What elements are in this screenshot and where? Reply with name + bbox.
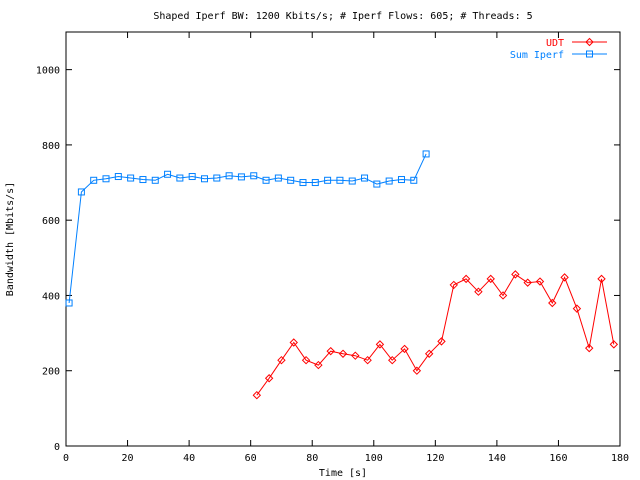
series-line-sum-iperf [68, 153, 427, 304]
y-tick-label: 200 [42, 367, 60, 378]
data-point-udt [523, 278, 532, 287]
data-point-udt [474, 287, 483, 296]
data-point-sum-iperf [422, 150, 430, 158]
data-point-udt [326, 346, 335, 356]
plot-area [65, 31, 621, 447]
data-point-sum-iperf [151, 176, 159, 184]
x-tick-label: 160 [549, 453, 567, 464]
data-point-udt [609, 340, 619, 349]
data-point-sum-iperf [311, 179, 319, 187]
data-point-udt [351, 351, 360, 360]
data-point-sum-iperf [77, 188, 85, 196]
data-point-sum-iperf [102, 175, 110, 183]
x-tick-label: 180 [611, 453, 629, 464]
x-tick-label: 20 [122, 453, 134, 464]
y-tick-label: 1000 [36, 66, 60, 77]
data-point-sum-iperf [164, 170, 172, 178]
data-point-udt [548, 298, 557, 308]
data-point-udt [486, 274, 495, 284]
data-point-sum-iperf [250, 172, 258, 180]
x-tick-label: 80 [306, 453, 318, 464]
data-point-sum-iperf [237, 173, 245, 181]
data-point-udt [585, 343, 594, 353]
data-point-udt [412, 366, 422, 375]
y-tick-label: 800 [42, 141, 60, 152]
legend-label-udt: UDT [546, 38, 564, 49]
data-point-sum-iperf [65, 299, 73, 307]
data-point-udt [560, 273, 569, 282]
legend-marker-sum-iperf [586, 50, 593, 58]
y-tick-label: 0 [54, 442, 60, 453]
x-tick-label: 120 [426, 453, 444, 464]
x-tick-label: 40 [183, 453, 195, 464]
y-tick-label: 400 [42, 291, 60, 302]
data-point-sum-iperf [201, 175, 208, 183]
data-point-sum-iperf [410, 176, 418, 184]
data-point-udt [424, 349, 434, 358]
x-tick-label: 60 [245, 453, 257, 464]
data-point-sum-iperf [274, 174, 282, 182]
data-point-sum-iperf [176, 174, 184, 182]
data-point-sum-iperf [90, 176, 98, 184]
data-point-sum-iperf [213, 174, 221, 182]
series-sum-iperf [65, 150, 430, 307]
y-axis-label: Bandwidth [Mbits/s] [5, 182, 16, 296]
x-axis-label: Time [s] [319, 468, 367, 479]
data-point-udt [400, 344, 409, 354]
data-point-sum-iperf [373, 180, 381, 188]
data-point-udt [375, 340, 385, 349]
data-point-udt [363, 355, 372, 365]
data-point-sum-iperf [385, 177, 393, 185]
data-point-sum-iperf [324, 176, 332, 184]
data-point-sum-iperf [262, 176, 270, 184]
y-tick-label: 600 [42, 216, 60, 227]
data-point-sum-iperf [188, 173, 196, 181]
data-point-sum-iperf [127, 174, 135, 182]
x-tick-label: 140 [488, 453, 506, 464]
series-line-udt [256, 273, 615, 396]
legend-label-sum-iperf: Sum Iperf [510, 50, 564, 61]
data-point-udt [338, 349, 348, 358]
data-point-udt [498, 291, 508, 300]
data-point-sum-iperf [287, 176, 295, 184]
data-point-sum-iperf [397, 176, 405, 184]
data-point-sum-iperf [299, 179, 307, 187]
data-point-udt [461, 274, 471, 284]
x-tick-label: 100 [365, 453, 383, 464]
data-point-sum-iperf [225, 172, 233, 180]
data-point-udt [289, 338, 298, 347]
x-tick-label: 0 [63, 453, 69, 464]
data-point-udt [511, 270, 520, 279]
data-point-sum-iperf [139, 176, 147, 184]
data-point-sum-iperf [336, 176, 344, 184]
data-point-udt [277, 355, 286, 365]
data-point-udt [388, 355, 397, 365]
data-point-sum-iperf [114, 173, 122, 181]
data-point-sum-iperf [348, 177, 356, 185]
series-udt [252, 270, 619, 400]
data-point-sum-iperf [361, 174, 369, 182]
data-point-udt [264, 374, 274, 383]
data-point-udt [449, 280, 459, 290]
data-point-udt [314, 360, 323, 370]
data-point-udt [572, 304, 582, 313]
data-point-udt [252, 390, 262, 400]
legend-marker-udt [585, 37, 594, 47]
axis-ticks: 0 20 40 60 80 100 120 140 160 180 0 200 400 600 800 100… [36, 32, 629, 464]
data-point-udt [597, 274, 606, 284]
chart-title: Shaped Iperf BW: 1200 Kbits/s; # Iperf F… [153, 11, 532, 22]
data-point-udt [437, 337, 446, 346]
data-point-udt [301, 355, 311, 365]
series-layer [65, 150, 619, 400]
data-point-udt [535, 277, 545, 286]
